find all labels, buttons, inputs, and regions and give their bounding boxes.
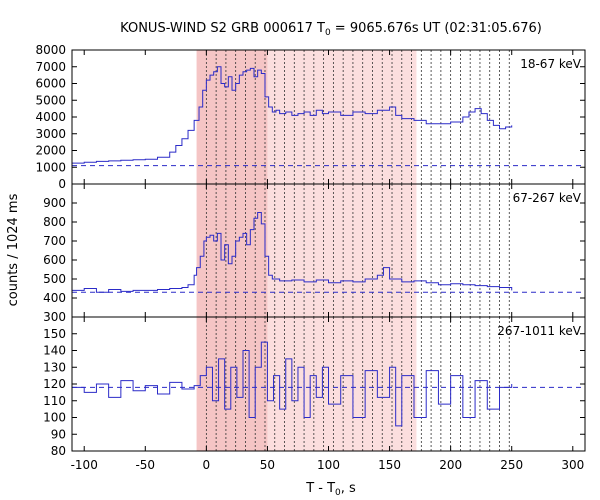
y-tick-label: 6000 bbox=[35, 77, 66, 91]
x-tick-label: 100 bbox=[317, 458, 340, 472]
shaded-interval bbox=[196, 50, 417, 184]
energy-band-label: 267-1011 keV bbox=[497, 324, 581, 338]
energy-band-label: 18-67 keV bbox=[520, 57, 582, 71]
y-tick-label: 100 bbox=[43, 411, 66, 425]
y-tick-label: 5000 bbox=[35, 93, 66, 107]
x-tick-label: -100 bbox=[71, 458, 98, 472]
y-tick-label: 600 bbox=[43, 253, 66, 267]
y-tick-label: 700 bbox=[43, 234, 66, 248]
y-tick-label: 0 bbox=[58, 177, 66, 191]
shaded-peak-interval bbox=[196, 50, 268, 184]
x-tick-label: 250 bbox=[500, 458, 523, 472]
shaded-peak-interval bbox=[196, 317, 268, 451]
y-tick-label: 130 bbox=[43, 360, 66, 374]
y-tick-label: 140 bbox=[43, 344, 66, 358]
lightcurve-series bbox=[72, 212, 513, 293]
x-tick-label: 0 bbox=[203, 458, 211, 472]
y-tick-label: 110 bbox=[43, 394, 66, 408]
energy-band-label: 67-267 keV bbox=[513, 191, 582, 205]
x-axis-label: T - T0, s bbox=[305, 481, 356, 498]
shaded-peak-interval bbox=[196, 184, 268, 317]
x-tick-label: 150 bbox=[378, 458, 401, 472]
y-tick-label: 500 bbox=[43, 272, 66, 286]
y-tick-label: 2000 bbox=[35, 144, 66, 158]
y-tick-label: 400 bbox=[43, 291, 66, 305]
y-axis-label: counts / 1024 ms bbox=[6, 193, 21, 306]
shaded-interval bbox=[196, 317, 417, 451]
y-tick-label: 120 bbox=[43, 377, 66, 391]
y-tick-label: 3000 bbox=[35, 127, 66, 141]
chart-title: KONUS-WIND S2 GRB 000617 T0 = 9065.676s … bbox=[120, 21, 542, 38]
shaded-interval bbox=[196, 184, 417, 317]
x-tick-label: 300 bbox=[561, 458, 584, 472]
x-tick-label: 200 bbox=[439, 458, 462, 472]
x-tick-label: 50 bbox=[260, 458, 275, 472]
panel-2: 300 400 500 600 700 800 900 67-267 keV bbox=[43, 183, 586, 324]
panel-3: 80 90 100 110 120 130 140 150 267-1011 keV bbox=[43, 316, 586, 458]
y-tick-label: 80 bbox=[51, 444, 66, 458]
y-tick-label: 8000 bbox=[35, 43, 66, 57]
lightcurve-series bbox=[72, 66, 513, 164]
lightcurve-series bbox=[72, 341, 513, 427]
y-tick-label: 150 bbox=[43, 327, 66, 341]
y-tick-label: 900 bbox=[43, 196, 66, 210]
x-tick-label: -50 bbox=[135, 458, 155, 472]
y-tick-label: 300 bbox=[43, 310, 66, 324]
y-tick-label: 1000 bbox=[35, 160, 66, 174]
y-tick-label: 4000 bbox=[35, 110, 66, 124]
y-tick-label: 800 bbox=[43, 215, 66, 229]
y-tick-label: 7000 bbox=[35, 60, 66, 74]
y-tick-label: 90 bbox=[51, 427, 66, 441]
panel-1: 0 1000 2000 3000 4000 5000 6000 7000 8000 18-67 k… bbox=[35, 43, 586, 191]
